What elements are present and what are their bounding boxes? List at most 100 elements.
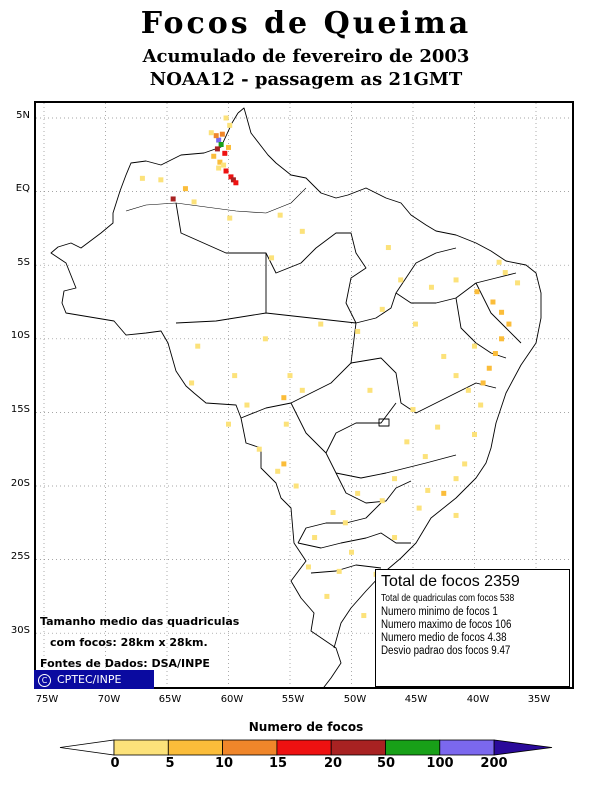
statistics-box: Total de focos 2359 Total de quadriculas… [375,569,570,687]
map-subtitle-satellite: NOAA12 - passagem as 21GMT [149,69,463,90]
fire-cell [506,321,512,327]
fire-cell [262,336,268,342]
river-amazon [125,187,307,214]
credit-text: CPTEC/INPE [57,673,122,686]
stat-desvio: Desvio padrao dos focos 9.47 [381,645,511,657]
fire-cell [281,461,287,467]
lat-label-20s: 20S [10,478,30,489]
fire-cell [336,568,342,574]
fire-cell [158,177,164,183]
fire-cell [189,380,195,386]
note-grid-dims: com focos: 28km x 28km. [50,636,208,649]
fire-cell [283,421,289,427]
copyright-icon: C [38,673,51,687]
legend-swatch [276,739,332,756]
fire-cell [227,122,233,128]
fire-cell [182,186,188,192]
fire-cell [480,380,486,386]
fire-cell [416,505,422,511]
fire-cell [355,328,361,334]
fire-cell [170,196,176,202]
legend-title: Numero de focos [248,720,364,734]
lat-label-30s: 30S [10,625,30,636]
legend-swatch [439,739,495,756]
fire-cell [453,277,459,283]
lon-label-75w: 75W [35,694,59,705]
fire-cell [499,309,505,315]
fire-cell [226,421,231,427]
credit-badge: C CPTEC/INPE [34,670,154,689]
fire-cell [379,306,385,312]
legend-tick-200: 200 [480,756,508,771]
stat-quadriculas: Total de quadriculas com focos 538 [381,593,515,604]
lon-label-55w: 55W [281,694,305,705]
fire-cell [410,406,416,412]
fire-cell [216,165,222,171]
fire-cell [208,130,214,136]
fire-cell [349,549,354,555]
fire-cell [474,289,480,295]
fire-cell [355,490,361,496]
fire-cell [228,174,234,180]
legend-tick-10: 10 [214,756,234,771]
fire-cell [213,133,219,139]
legend-swatch [222,739,278,756]
fire-cell [361,613,367,619]
fire-cell [367,387,373,393]
lon-label-35w: 35W [527,694,551,705]
fire-cells [139,115,521,619]
fire-cell [275,468,281,474]
fire-cell [486,365,492,371]
state-lines [175,202,522,574]
fire-cell [221,162,227,168]
note-data-source: Fontes de Dados: DSA/INPE [40,657,210,670]
fire-cell [499,336,505,342]
fire-cell [277,212,283,218]
fire-cell [230,177,236,183]
lat-label-15s: 15S [10,404,30,415]
stat-medio: Numero medio de focos 4.38 [381,632,507,644]
fire-cell [216,137,222,143]
legend-over-arrow [493,739,553,756]
fire-cell [195,343,201,349]
fire-cell [227,215,233,221]
brazil-outline [50,112,342,687]
lon-label-60w: 60W [220,694,244,705]
fire-cell [385,245,391,251]
fire-cell [453,373,459,379]
fire-cell [226,144,231,150]
fire-cell [425,487,431,493]
fire-cell [398,277,404,283]
fire-cell [244,402,250,408]
fire-cell [441,490,447,496]
legend-tick-50: 50 [376,756,396,771]
fire-cell [412,321,418,327]
fire-cell [139,175,145,181]
legend-swatch [113,739,169,756]
fire-cell [191,199,197,205]
lon-label-70w: 70W [97,694,121,705]
fire-cell [218,141,224,147]
legend-tick-20: 20 [323,756,343,771]
fire-cell [211,153,217,159]
fire-cell [472,431,477,437]
stat-maximo: Numero maximo de focos 106 [381,619,512,631]
fire-cell [465,387,471,393]
legend-swatch [385,739,441,756]
lat-label-25s: 25S [10,551,30,562]
fire-cell [330,509,336,515]
legend-swatch [167,739,224,756]
legend-under-arrow [59,739,115,756]
legend-swatch [330,739,386,756]
fire-cell [287,373,293,379]
fire-cell [232,373,238,379]
fire-cell [379,498,385,504]
fire-cell [428,284,434,290]
fire-cell [472,343,477,349]
legend-tick-0: 0 [110,756,120,771]
note-grid-size: Tamanho medio das quadriculas [40,615,240,628]
notes-block: Tamanho medio das quadriculas com focos:… [40,611,239,674]
stat-minimo: Numero minimo de focos 1 [381,606,498,618]
fire-cell [462,461,468,467]
fire-cell [281,395,287,401]
